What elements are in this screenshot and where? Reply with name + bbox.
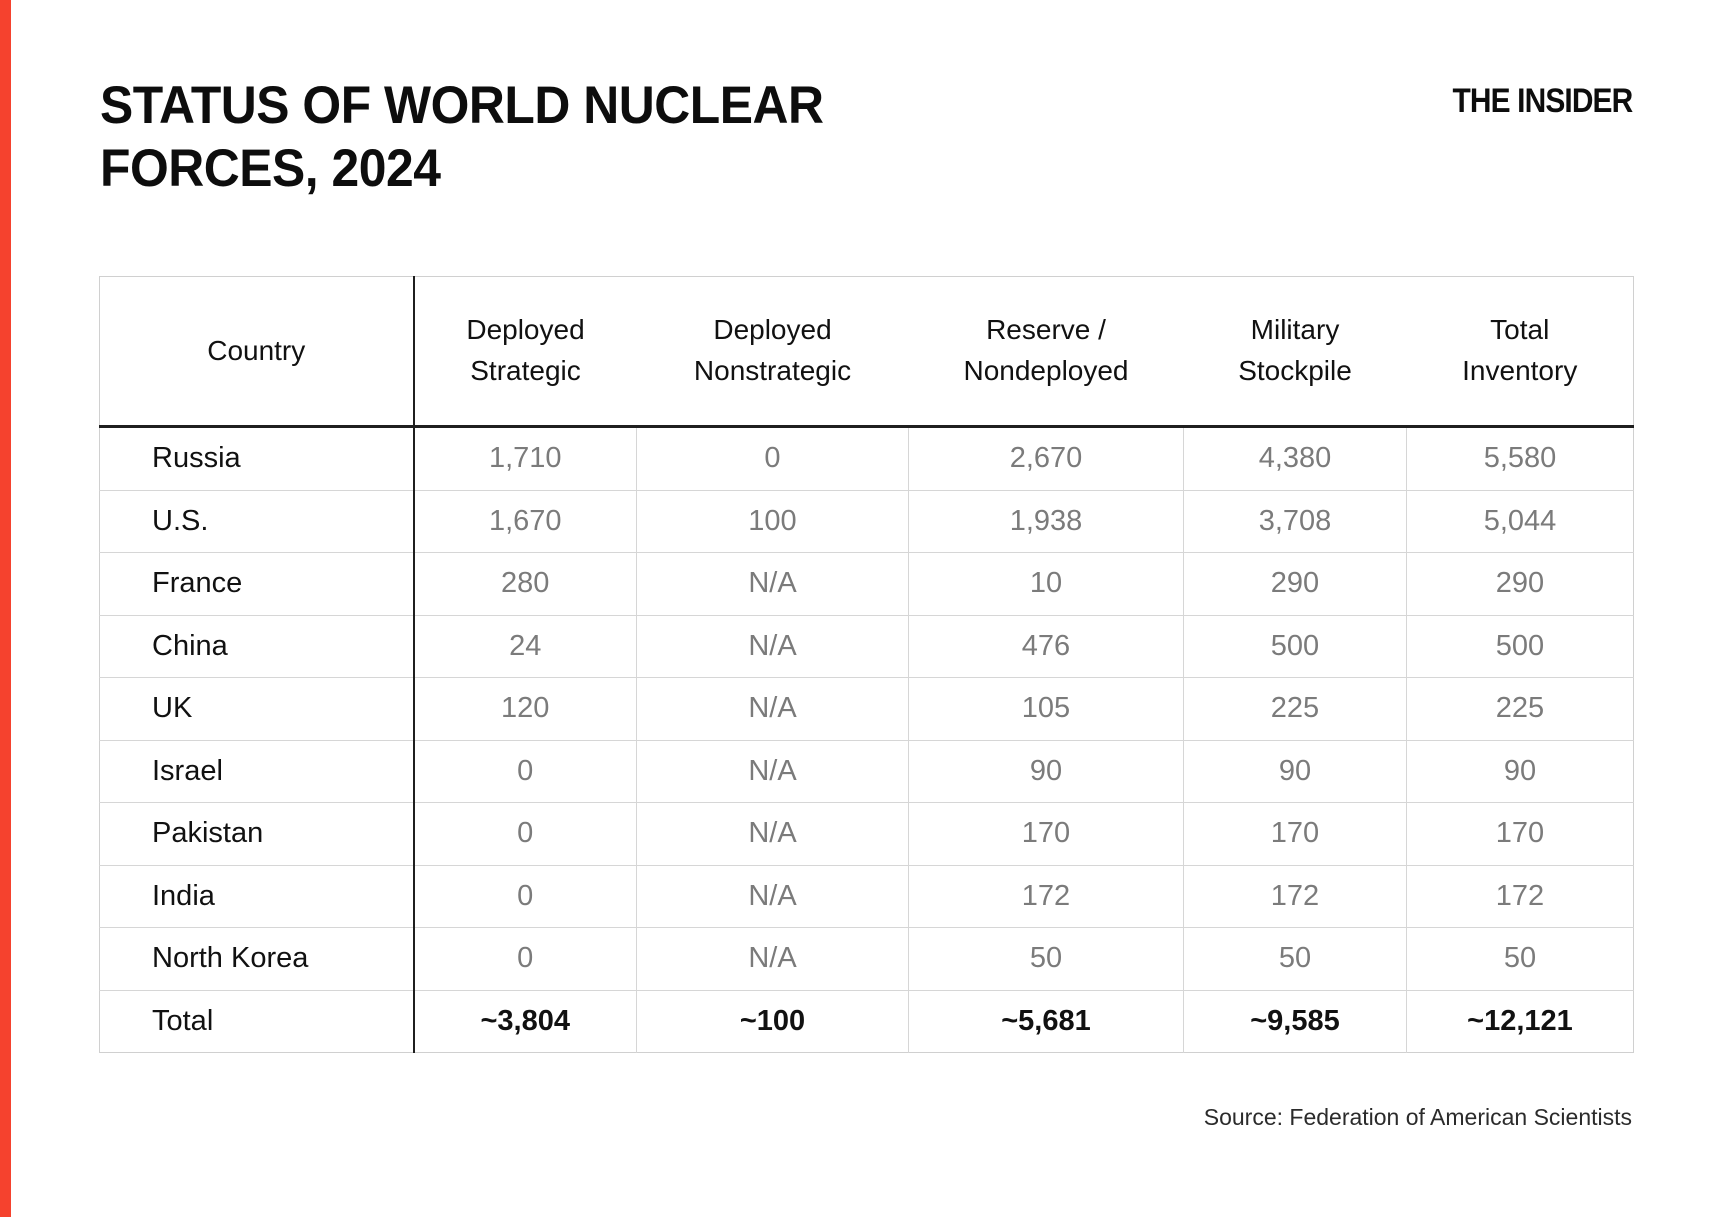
table-row: Israel 0 N/A 90 90 90 xyxy=(99,739,1634,803)
country-cell: U.S. xyxy=(99,489,415,553)
value-cell: 0 xyxy=(413,802,637,865)
value-cell: 105 xyxy=(908,677,1184,740)
value-cell: N/A xyxy=(636,552,909,615)
value-cell: ~5,681 xyxy=(908,989,1184,1053)
value-cell: 0 xyxy=(413,739,637,803)
value-cell: 170 xyxy=(908,802,1184,865)
value-cell: 172 xyxy=(1183,864,1407,928)
column-header: Country xyxy=(99,276,415,428)
column-header: Reserve / Nondeployed xyxy=(908,276,1184,428)
accent-bar xyxy=(0,0,11,1217)
country-cell: India xyxy=(99,864,415,928)
value-cell: N/A xyxy=(636,739,909,803)
table-total-row: Total ~3,804 ~100 ~5,681 ~9,585 ~12,121 xyxy=(99,989,1634,1053)
value-cell: 5,044 xyxy=(1406,489,1634,553)
value-cell: 1,670 xyxy=(413,489,637,553)
value-cell: ~3,804 xyxy=(413,989,637,1053)
column-header: Deployed Strategic xyxy=(413,276,637,428)
value-cell: 170 xyxy=(1183,802,1407,865)
value-cell: ~12,121 xyxy=(1406,989,1634,1053)
table-row: France 280 N/A 10 290 290 xyxy=(99,552,1634,615)
value-cell: 100 xyxy=(636,489,909,553)
value-cell: ~9,585 xyxy=(1183,989,1407,1053)
table-row: North Korea 0 N/A 50 50 50 xyxy=(99,927,1634,990)
value-cell: N/A xyxy=(636,802,909,865)
country-cell: Total xyxy=(99,989,415,1053)
table-row: Pakistan 0 N/A 170 170 170 xyxy=(99,802,1634,865)
value-cell: ~100 xyxy=(636,989,909,1053)
country-cell: France xyxy=(99,552,415,615)
country-cell: UK xyxy=(99,677,415,740)
table-row: India 0 N/A 172 172 172 xyxy=(99,864,1634,928)
value-cell: 90 xyxy=(1406,739,1634,803)
country-cell: China xyxy=(99,614,415,678)
value-cell: 225 xyxy=(1406,677,1634,740)
table-row: U.S. 1,670 100 1,938 3,708 5,044 xyxy=(99,489,1634,553)
value-cell: N/A xyxy=(636,614,909,678)
column-header: Total Inventory xyxy=(1406,276,1634,428)
value-cell: 1,938 xyxy=(908,489,1184,553)
value-cell: N/A xyxy=(636,927,909,990)
value-cell: 172 xyxy=(908,864,1184,928)
value-cell: N/A xyxy=(636,864,909,928)
table-row: Russia 1,710 0 2,670 4,380 5,580 xyxy=(99,426,1634,490)
value-cell: 120 xyxy=(413,677,637,740)
table-body: Russia 1,710 0 2,670 4,380 5,580 U.S. 1,670 100 1… xyxy=(99,426,1634,1053)
value-cell: 50 xyxy=(1406,927,1634,990)
value-cell: 2,670 xyxy=(908,426,1184,490)
page-title: STATUS OF WORLD NUCLEAR FORCES, 2024 xyxy=(100,76,824,198)
column-header: Military Stockpile xyxy=(1183,276,1407,428)
nuclear-forces-table: Country Deployed Strategic Deployed Nonstr… xyxy=(99,276,1634,1053)
value-cell: 90 xyxy=(1183,739,1407,803)
source-note: Source: Federation of American Scientist… xyxy=(1203,1104,1632,1130)
country-cell: Pakistan xyxy=(99,802,415,865)
value-cell: 172 xyxy=(1406,864,1634,928)
value-cell: 280 xyxy=(413,552,637,615)
value-cell: N/A xyxy=(636,677,909,740)
value-cell: 50 xyxy=(1183,927,1407,990)
value-cell: 500 xyxy=(1406,614,1634,678)
table-header-row: Country Deployed Strategic Deployed Nonstr… xyxy=(99,276,1634,428)
value-cell: 290 xyxy=(1183,552,1407,615)
table-row: UK 120 N/A 105 225 225 xyxy=(99,677,1634,740)
value-cell: 0 xyxy=(413,927,637,990)
value-cell: 5,580 xyxy=(1406,426,1634,490)
table-row: China 24 N/A 476 500 500 xyxy=(99,614,1634,678)
country-cell: Israel xyxy=(99,739,415,803)
value-cell: 3,708 xyxy=(1183,489,1407,553)
country-cell: Russia xyxy=(99,426,415,490)
value-cell: 170 xyxy=(1406,802,1634,865)
value-cell: 24 xyxy=(413,614,637,678)
value-cell: 290 xyxy=(1406,552,1634,615)
value-cell: 50 xyxy=(908,927,1184,990)
value-cell: 10 xyxy=(908,552,1184,615)
value-cell: 500 xyxy=(1183,614,1407,678)
value-cell: 476 xyxy=(908,614,1184,678)
value-cell: 225 xyxy=(1183,677,1407,740)
value-cell: 0 xyxy=(413,864,637,928)
country-cell: North Korea xyxy=(99,927,415,990)
brand-logo: THE INSIDER xyxy=(1452,82,1633,120)
value-cell: 90 xyxy=(908,739,1184,803)
column-header: Deployed Nonstrategic xyxy=(636,276,909,428)
value-cell: 4,380 xyxy=(1183,426,1407,490)
value-cell: 0 xyxy=(636,426,909,490)
value-cell: 1,710 xyxy=(488,442,562,475)
